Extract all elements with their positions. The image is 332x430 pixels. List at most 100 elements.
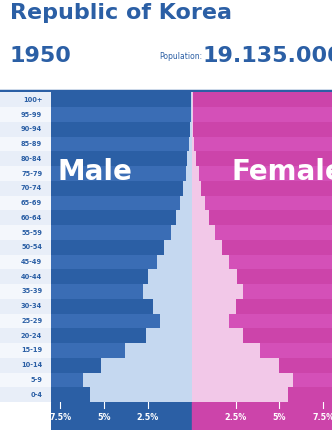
Text: 90-94: 90-94: [21, 126, 42, 132]
Bar: [51, 269, 192, 284]
Text: 20-24: 20-24: [21, 333, 42, 339]
Text: Population:: Population:: [159, 52, 203, 61]
Text: 30-34: 30-34: [21, 303, 42, 309]
Bar: [51, 299, 192, 313]
Bar: [192, 284, 332, 299]
Bar: [51, 387, 192, 402]
Text: 15-19: 15-19: [21, 347, 42, 353]
Text: 80-84: 80-84: [21, 156, 42, 162]
Text: 5%: 5%: [273, 413, 286, 422]
Text: 75-79: 75-79: [21, 171, 42, 177]
Bar: [0, 210, 51, 225]
Bar: [0, 196, 51, 210]
Bar: [51, 92, 192, 107]
Bar: [192, 387, 332, 402]
Bar: [192, 299, 332, 313]
Bar: [192, 137, 332, 151]
Bar: [51, 166, 192, 181]
Bar: [0, 122, 51, 137]
Bar: [51, 151, 192, 166]
Polygon shape: [192, 92, 293, 402]
Text: 2.5%: 2.5%: [137, 413, 159, 422]
Bar: [0, 358, 51, 372]
Text: 35-39: 35-39: [21, 289, 42, 295]
Text: Republic of Korea: Republic of Korea: [10, 3, 232, 23]
Text: 7.5%: 7.5%: [312, 413, 332, 422]
Text: 7.5%: 7.5%: [49, 413, 71, 422]
Bar: [0, 387, 51, 402]
Bar: [0, 240, 51, 255]
Bar: [192, 313, 332, 329]
Bar: [0, 151, 51, 166]
Bar: [51, 358, 192, 372]
Bar: [192, 166, 332, 181]
Bar: [0, 92, 51, 107]
Bar: [0, 313, 51, 329]
Text: 25-29: 25-29: [21, 318, 42, 324]
Bar: [0, 255, 51, 269]
Text: Female: Female: [232, 158, 332, 186]
Text: 55-59: 55-59: [21, 230, 42, 236]
Bar: [192, 210, 332, 225]
Text: 40-44: 40-44: [21, 274, 42, 280]
Bar: [0, 137, 51, 151]
Bar: [0, 329, 51, 343]
Bar: [0, 343, 51, 358]
Bar: [192, 92, 332, 107]
Bar: [51, 284, 192, 299]
Bar: [192, 240, 332, 255]
Bar: [192, 269, 332, 284]
Bar: [51, 313, 192, 329]
Bar: [51, 137, 192, 151]
Bar: [51, 225, 192, 240]
Bar: [51, 196, 192, 210]
Bar: [0, 372, 51, 387]
Text: 95-99: 95-99: [21, 111, 42, 117]
Text: 85-89: 85-89: [21, 141, 42, 147]
Text: 50-54: 50-54: [21, 244, 42, 250]
Bar: [192, 255, 332, 269]
Bar: [51, 181, 192, 196]
Text: 19.135.000: 19.135.000: [203, 46, 332, 66]
Bar: [192, 343, 332, 358]
Bar: [51, 343, 192, 358]
Bar: [0, 166, 51, 181]
Polygon shape: [83, 92, 192, 402]
Bar: [51, 210, 192, 225]
Text: 5-9: 5-9: [30, 377, 42, 383]
Bar: [0, 284, 51, 299]
Text: 65-69: 65-69: [21, 200, 42, 206]
Bar: [51, 329, 192, 343]
Bar: [192, 107, 332, 122]
Text: 100+: 100+: [23, 97, 42, 103]
Bar: [0, 107, 51, 122]
Text: 5%: 5%: [97, 413, 111, 422]
Bar: [192, 181, 332, 196]
Text: 0-4: 0-4: [30, 392, 42, 398]
Text: 2.5%: 2.5%: [224, 413, 247, 422]
Bar: [0, 299, 51, 313]
Bar: [192, 151, 332, 166]
Bar: [51, 240, 192, 255]
Text: Male: Male: [58, 158, 133, 186]
Bar: [51, 255, 192, 269]
Bar: [192, 329, 332, 343]
Text: 10-14: 10-14: [21, 362, 42, 368]
Bar: [192, 196, 332, 210]
Bar: [0, 269, 51, 284]
Bar: [0, 181, 51, 196]
Text: 1950: 1950: [10, 46, 72, 66]
Bar: [192, 225, 332, 240]
Bar: [51, 107, 192, 122]
Bar: [192, 358, 332, 372]
Bar: [192, 372, 332, 387]
Text: 60-64: 60-64: [21, 215, 42, 221]
Bar: [51, 402, 192, 430]
Bar: [51, 372, 192, 387]
Text: 70-74: 70-74: [21, 185, 42, 191]
Bar: [192, 122, 332, 137]
Bar: [51, 122, 192, 137]
Bar: [192, 402, 332, 430]
Text: 45-49: 45-49: [21, 259, 42, 265]
Bar: [0, 225, 51, 240]
